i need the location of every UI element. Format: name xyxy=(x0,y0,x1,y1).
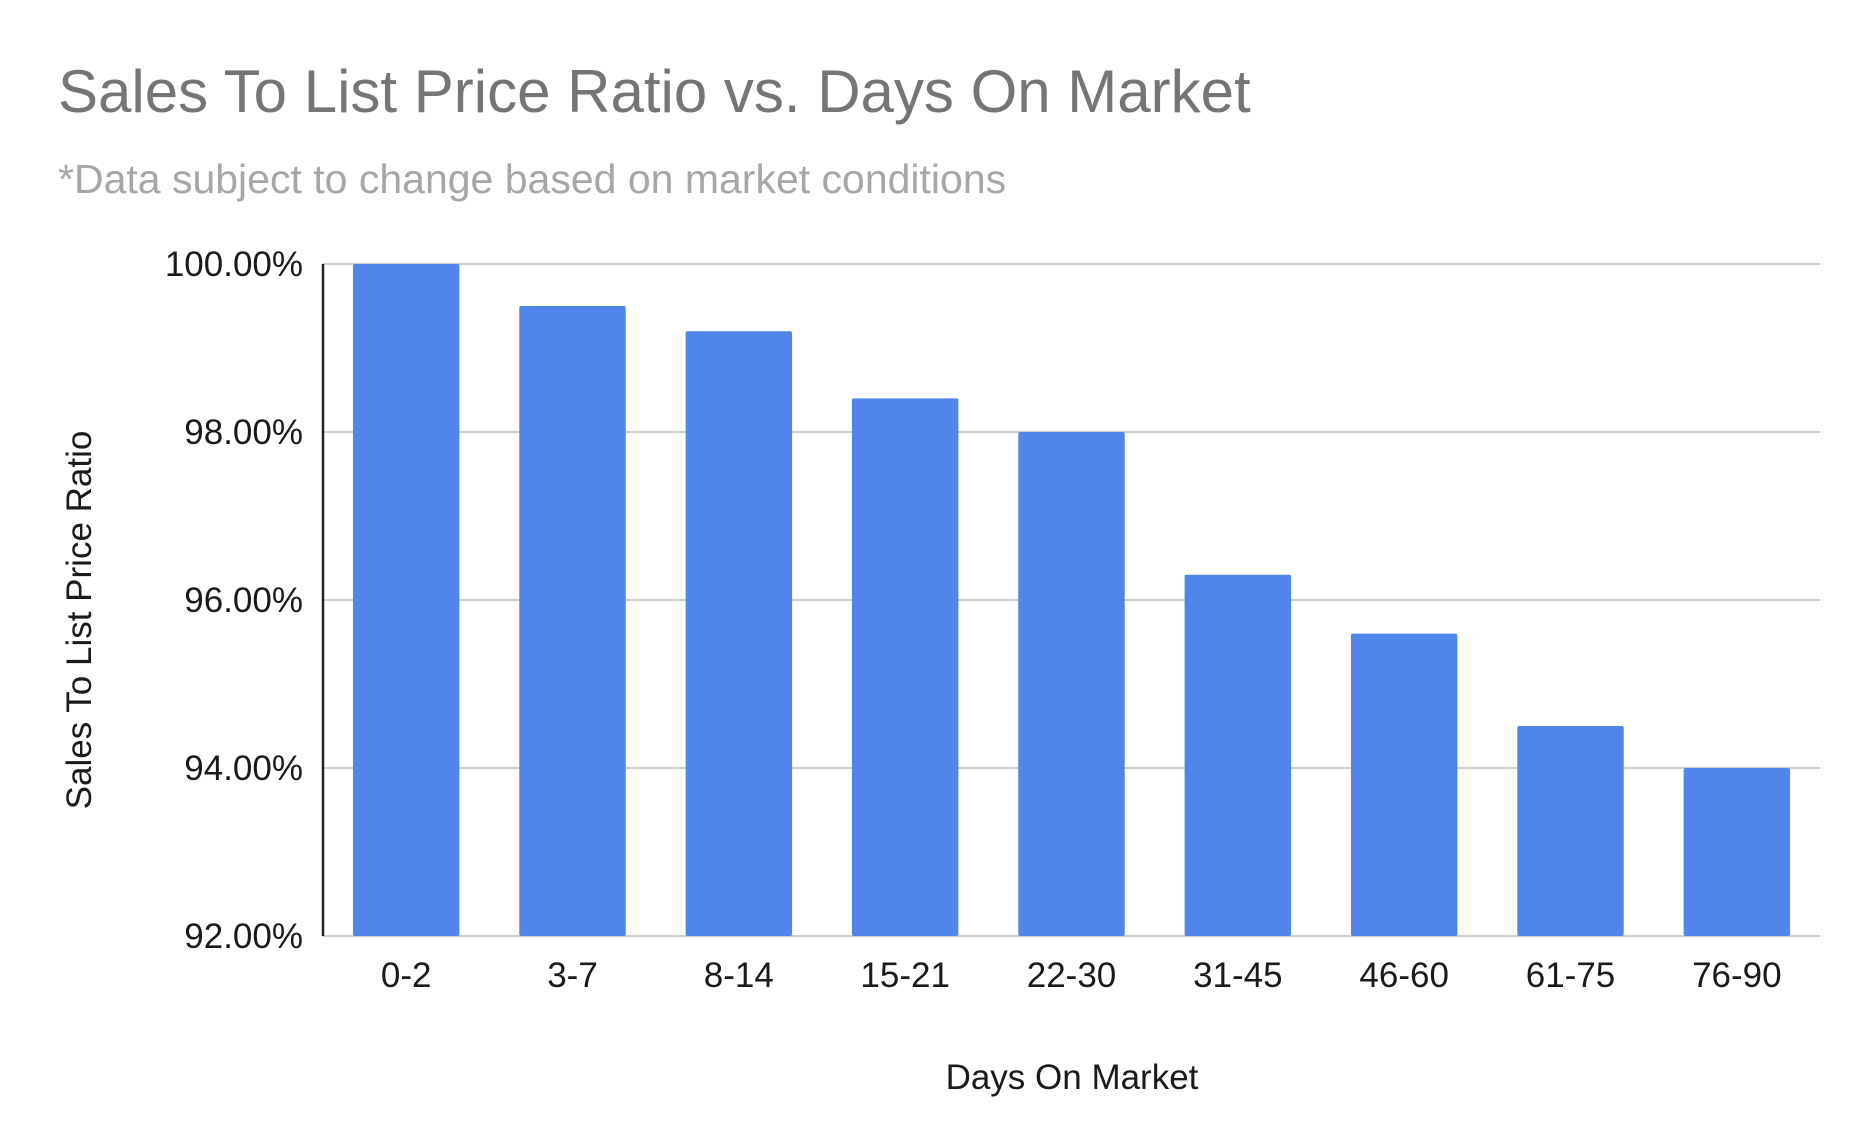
chart-subtitle: *Data subject to change based on market … xyxy=(58,156,1006,202)
bar-8-14 xyxy=(685,331,793,936)
bar-3-7 xyxy=(519,306,626,936)
x-axis-title: Days On Market xyxy=(946,1058,1199,1097)
y-axis-ticks: 92.00% 94.00% 96.00% 98.00% 100.00% xyxy=(165,245,303,956)
bar-46-60 xyxy=(1350,633,1458,936)
y-tick-label: 92.00% xyxy=(184,917,303,956)
bar-0-2 xyxy=(352,264,460,936)
y-axis-title: Sales To List Price Ratio xyxy=(60,431,99,810)
x-tick-label: 61-75 xyxy=(1526,956,1616,995)
bar-15-21 xyxy=(851,398,959,936)
x-tick-label: 31-45 xyxy=(1193,956,1283,995)
x-tick-label: 15-21 xyxy=(860,956,950,995)
y-tick-label: 96.00% xyxy=(184,581,303,620)
bar-22-30 xyxy=(1018,432,1125,936)
y-tick-label: 98.00% xyxy=(184,413,303,452)
bar-61-75 xyxy=(1517,726,1624,936)
bars xyxy=(352,264,1791,936)
y-tick-label: 100.00% xyxy=(165,245,303,284)
bar-76-90 xyxy=(1683,768,1791,936)
x-tick-label: 76-90 xyxy=(1692,956,1782,995)
bar-31-45 xyxy=(1184,574,1292,936)
y-tick-label: 94.00% xyxy=(184,749,303,788)
x-tick-label: 0-2 xyxy=(381,956,432,995)
x-tick-label: 8-14 xyxy=(704,956,774,995)
x-tick-label: 46-60 xyxy=(1359,956,1449,995)
x-tick-label: 3-7 xyxy=(547,956,598,995)
x-tick-label: 22-30 xyxy=(1027,956,1117,995)
x-axis-ticks: 0-2 3-7 8-14 15-21 22-30 31-45 46-60 61-75 76-90 xyxy=(381,956,1782,995)
chart-title: Sales To List Price Ratio vs. Days On Ma… xyxy=(58,58,1251,125)
